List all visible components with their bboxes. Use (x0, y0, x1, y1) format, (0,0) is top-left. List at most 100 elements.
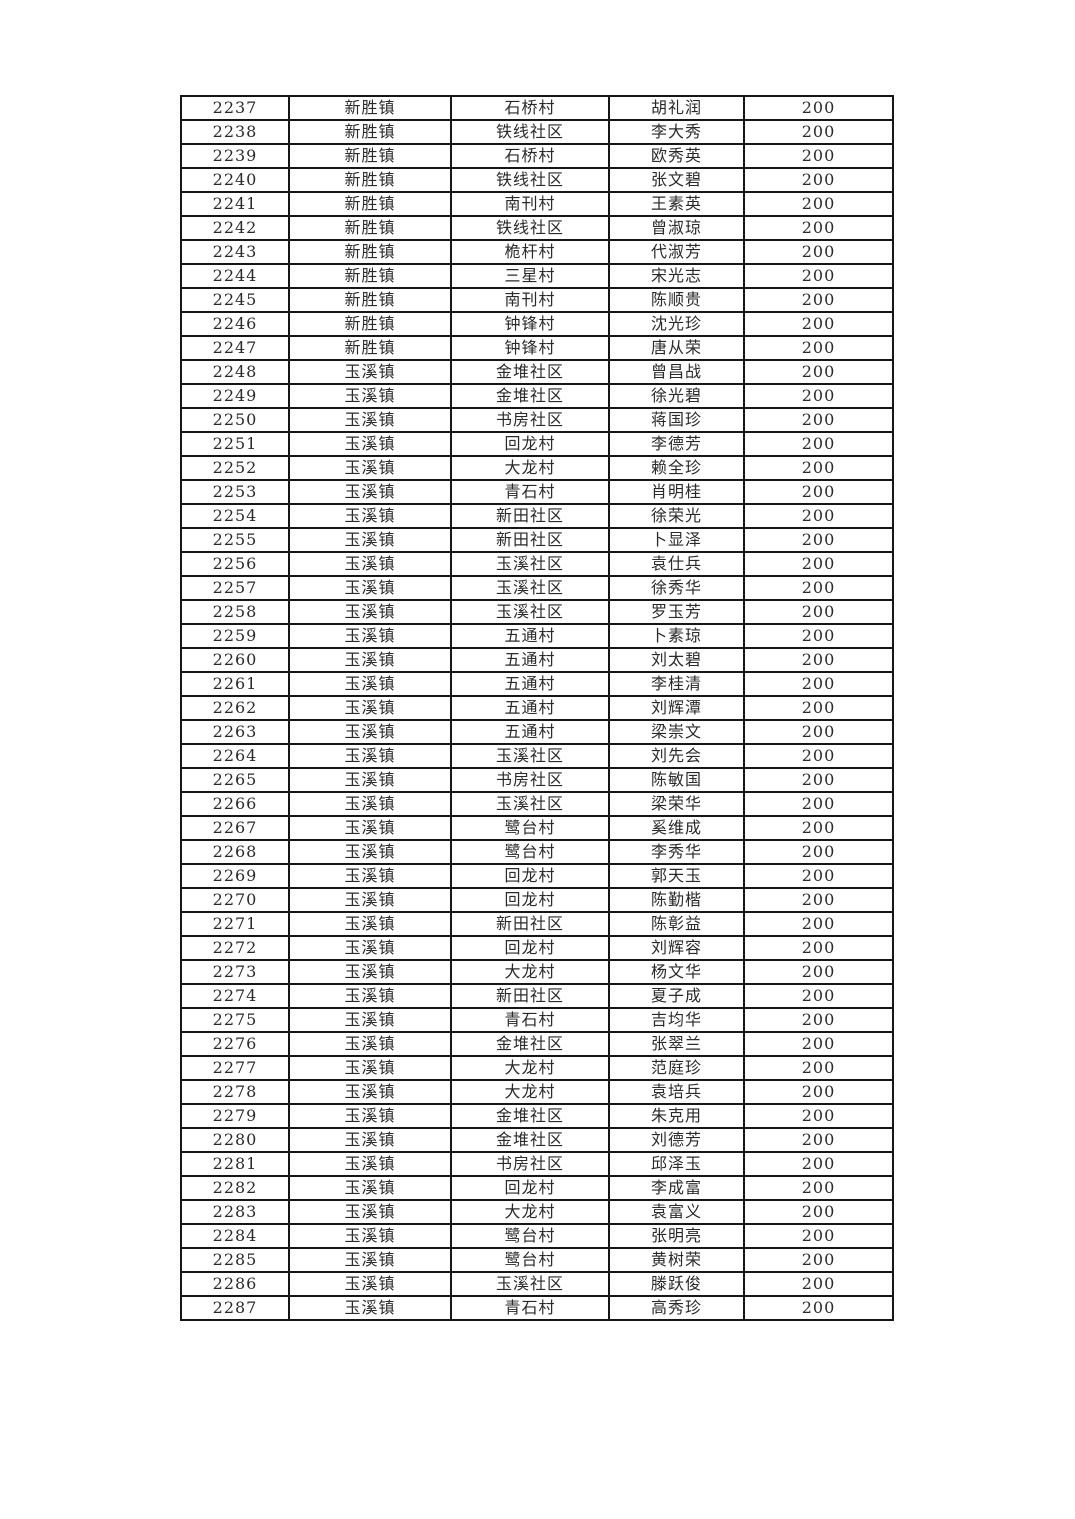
cell-amount: 200 (743, 1151, 894, 1177)
table-row: 2263 玉溪镇 五通村 梁崇文 200 (180, 719, 894, 745)
cell-town: 玉溪镇 (288, 911, 452, 937)
cell-serial-number: 2250 (180, 407, 290, 433)
cell-village: 铁线社区 (450, 167, 610, 193)
cell-village: 鹭台村 (450, 815, 610, 841)
cell-serial-number: 2277 (180, 1055, 290, 1081)
cell-town: 新胜镇 (288, 167, 452, 193)
cell-town: 玉溪镇 (288, 527, 452, 553)
cell-person-name: 范庭珍 (608, 1055, 745, 1081)
table-row: 2270 玉溪镇 回龙村 陈勤楷 200 (180, 887, 894, 913)
cell-amount: 200 (743, 479, 894, 505)
cell-person-name: 卜显泽 (608, 527, 745, 553)
table-row: 2248 玉溪镇 金堆社区 曾昌战 200 (180, 359, 894, 385)
cell-village: 三星村 (450, 263, 610, 289)
cell-amount: 200 (743, 407, 894, 433)
cell-town: 玉溪镇 (288, 1199, 452, 1225)
cell-amount: 200 (743, 167, 894, 193)
table-row: 2251 玉溪镇 回龙村 李德芳 200 (180, 431, 894, 457)
cell-village: 鹭台村 (450, 839, 610, 865)
cell-serial-number: 2275 (180, 1007, 290, 1033)
table-row: 2250 玉溪镇 书房社区 蒋国珍 200 (180, 407, 894, 433)
cell-town: 玉溪镇 (288, 743, 452, 769)
table-row: 2274 玉溪镇 新田社区 夏子成 200 (180, 983, 894, 1009)
cell-town: 玉溪镇 (288, 551, 452, 577)
cell-village: 鹭台村 (450, 1247, 610, 1273)
cell-village: 金堆社区 (450, 1103, 610, 1129)
table-row: 2244 新胜镇 三星村 宋光志 200 (180, 263, 894, 289)
table-row: 2273 玉溪镇 大龙村 杨文华 200 (180, 959, 894, 985)
cell-village: 青石村 (450, 1007, 610, 1033)
cell-amount: 200 (743, 383, 894, 409)
cell-person-name: 李成富 (608, 1175, 745, 1201)
cell-town: 玉溪镇 (288, 455, 452, 481)
cell-village: 新田社区 (450, 527, 610, 553)
cell-person-name: 李德芳 (608, 431, 745, 457)
table-row: 2261 玉溪镇 五通村 李桂清 200 (180, 671, 894, 697)
table-row: 2247 新胜镇 钟锋村 唐从荣 200 (180, 335, 894, 361)
cell-person-name: 滕跃俊 (608, 1271, 745, 1297)
cell-village: 新田社区 (450, 983, 610, 1009)
cell-town: 玉溪镇 (288, 695, 452, 721)
table-row: 2287 玉溪镇 青石村 高秀珍 200 (180, 1295, 894, 1321)
cell-serial-number: 2265 (180, 767, 290, 793)
subsidy-roster-table-body: 2237 新胜镇 石桥村 胡礼润 200 2238 新胜镇 铁线社区 李大秀 200 2239 新胜镇… (180, 95, 894, 1321)
subsidy-roster-table: 2237 新胜镇 石桥村 胡礼润 200 2238 新胜镇 铁线社区 李大秀 200 2239 新胜镇… (180, 95, 894, 1321)
cell-person-name: 罗玉芳 (608, 599, 745, 625)
cell-person-name: 蒋国珍 (608, 407, 745, 433)
cell-serial-number: 2242 (180, 215, 290, 241)
table-row: 2281 玉溪镇 书房社区 邱泽玉 200 (180, 1151, 894, 1177)
cell-amount: 200 (743, 119, 894, 145)
cell-village: 新田社区 (450, 503, 610, 529)
cell-amount: 200 (743, 935, 894, 961)
cell-amount: 200 (743, 719, 894, 745)
table-row: 2280 玉溪镇 金堆社区 刘德芳 200 (180, 1127, 894, 1153)
cell-amount: 200 (743, 575, 894, 601)
cell-town: 玉溪镇 (288, 1079, 452, 1105)
cell-person-name: 朱克用 (608, 1103, 745, 1129)
cell-person-name: 梁荣华 (608, 791, 745, 817)
table-row: 2268 玉溪镇 鹭台村 李秀华 200 (180, 839, 894, 865)
cell-person-name: 夏子成 (608, 983, 745, 1009)
cell-serial-number: 2278 (180, 1079, 290, 1105)
cell-amount: 200 (743, 1055, 894, 1081)
cell-serial-number: 2254 (180, 503, 290, 529)
table-row: 2238 新胜镇 铁线社区 李大秀 200 (180, 119, 894, 145)
cell-serial-number: 2240 (180, 167, 290, 193)
table-row: 2279 玉溪镇 金堆社区 朱克用 200 (180, 1103, 894, 1129)
cell-village: 玉溪社区 (450, 743, 610, 769)
table-row: 2264 玉溪镇 玉溪社区 刘先会 200 (180, 743, 894, 769)
cell-serial-number: 2280 (180, 1127, 290, 1153)
cell-village: 大龙村 (450, 959, 610, 985)
cell-serial-number: 2285 (180, 1247, 290, 1273)
cell-person-name: 袁富义 (608, 1199, 745, 1225)
cell-amount: 200 (743, 1247, 894, 1273)
cell-serial-number: 2252 (180, 455, 290, 481)
cell-amount: 200 (743, 1271, 894, 1297)
cell-person-name: 袁培兵 (608, 1079, 745, 1105)
cell-serial-number: 2249 (180, 383, 290, 409)
cell-serial-number: 2287 (180, 1295, 290, 1321)
cell-serial-number: 2245 (180, 287, 290, 313)
cell-village: 书房社区 (450, 767, 610, 793)
cell-amount: 200 (743, 455, 894, 481)
cell-person-name: 陈彰益 (608, 911, 745, 937)
table-row: 2266 玉溪镇 玉溪社区 梁荣华 200 (180, 791, 894, 817)
table-row: 2258 玉溪镇 玉溪社区 罗玉芳 200 (180, 599, 894, 625)
table-row: 2282 玉溪镇 回龙村 李成富 200 (180, 1175, 894, 1201)
table-row: 2277 玉溪镇 大龙村 范庭珍 200 (180, 1055, 894, 1081)
cell-person-name: 赖全珍 (608, 455, 745, 481)
cell-person-name: 李秀华 (608, 839, 745, 865)
cell-village: 钟锋村 (450, 311, 610, 337)
cell-person-name: 徐秀华 (608, 575, 745, 601)
cell-town: 玉溪镇 (288, 791, 452, 817)
cell-serial-number: 2238 (180, 119, 290, 145)
cell-amount: 200 (743, 647, 894, 673)
table-row: 2257 玉溪镇 玉溪社区 徐秀华 200 (180, 575, 894, 601)
cell-village: 回龙村 (450, 1175, 610, 1201)
cell-town: 玉溪镇 (288, 719, 452, 745)
cell-person-name: 唐从荣 (608, 335, 745, 361)
cell-town: 玉溪镇 (288, 959, 452, 985)
cell-person-name: 张明亮 (608, 1223, 745, 1249)
cell-town: 新胜镇 (288, 335, 452, 361)
